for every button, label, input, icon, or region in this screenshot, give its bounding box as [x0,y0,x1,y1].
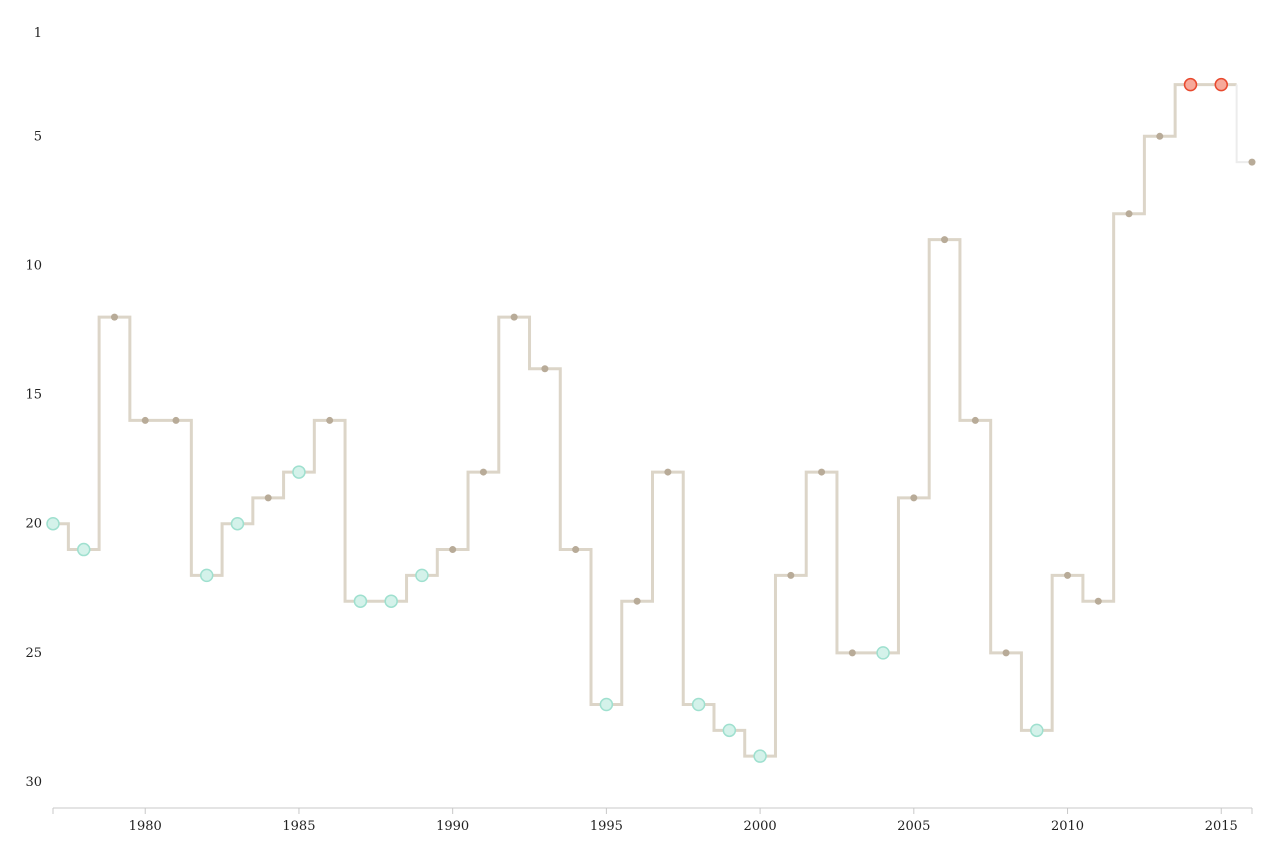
point-marker [971,416,979,424]
point-marker [941,236,949,244]
x-tick-label: 2005 [897,819,930,834]
point-marker-highlight [230,516,245,531]
point-marker-highlight [1030,723,1044,738]
x-tick-label: 1995 [590,819,623,834]
rank-step-line-final [1235,84,1252,164]
point-marker-highlight [722,723,737,738]
point-marker [1094,597,1102,605]
x-tick-label: 2015 [1205,819,1238,834]
point-marker [1064,571,1072,579]
point-marker-highlight [46,516,60,531]
point-marker [848,649,856,657]
point-marker [1156,132,1164,140]
x-tick-label: 2010 [1051,819,1084,834]
point-marker-top [1214,77,1229,92]
point-marker [449,546,457,554]
point-marker [510,313,518,321]
point-marker [264,494,272,502]
point-marker-highlight [199,568,214,583]
point-marker-highlight [415,568,429,583]
point-marker-highlight [876,646,890,660]
point-marker [172,416,180,424]
rank-series [53,83,1252,758]
y-tick-label: 5 [34,129,42,144]
y-tick-label: 25 [25,646,42,661]
point-marker-highlight [353,594,368,608]
x-tick-label: 1980 [129,819,162,834]
rank-markers [46,77,1256,763]
y-tick-label: 15 [25,388,42,403]
point-marker [1002,649,1010,657]
point-marker [572,546,580,554]
point-marker-highlight [76,542,91,557]
y-tick-label: 30 [25,775,42,790]
x-axis: 1980 1985 1990 1995 2000 2005 2010 2015 [52,807,1253,834]
point-marker [479,468,487,476]
point-marker [326,416,334,424]
point-marker-highlight [599,697,614,712]
point-marker [1125,210,1133,218]
point-marker-highlight [691,697,706,712]
point-marker [910,494,918,502]
point-marker-highlight [753,749,767,763]
point-marker [541,365,549,373]
y-tick-label: 10 [25,258,42,273]
y-tick-label: 20 [25,517,42,532]
x-tick-label: 1990 [436,819,469,834]
point-marker [633,597,641,605]
rank-step-line [53,83,1237,758]
x-tick-label: 1985 [282,819,315,834]
point-marker [110,313,118,321]
y-tick-label: 1 [34,26,42,41]
point-marker [664,468,672,476]
point-marker [787,571,795,579]
point-marker-highlight [292,465,306,479]
x-tick-label: 2000 [744,819,777,834]
point-marker [141,416,149,424]
point-marker-top [1183,77,1198,92]
point-marker-highlight [384,594,398,608]
point-marker [818,468,826,476]
point-marker [1248,158,1256,166]
